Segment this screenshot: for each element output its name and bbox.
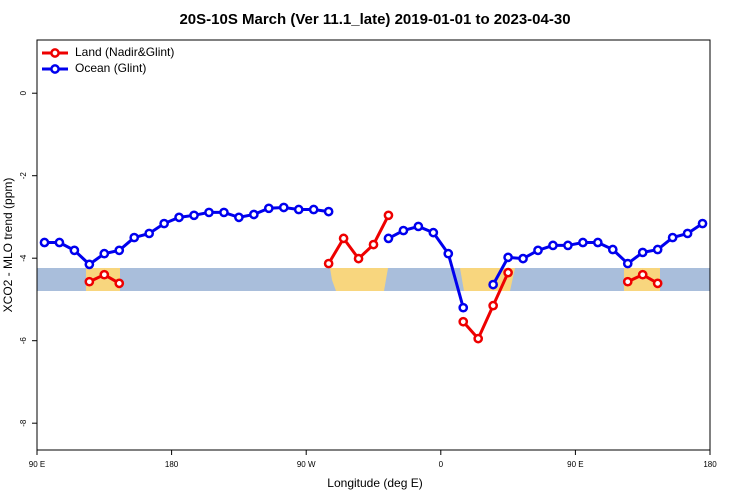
data-point: [54, 237, 65, 248]
data-point: [652, 278, 663, 289]
x-tick-label: 180: [703, 460, 717, 469]
data-point: [652, 244, 663, 255]
legend-label: Ocean (Glint): [75, 61, 146, 75]
legend-marker: [50, 64, 60, 74]
data-point: [129, 232, 140, 243]
data-point: [488, 300, 498, 311]
data-point: [383, 210, 394, 221]
data-point: [443, 248, 454, 259]
x-tick-label: 0: [439, 460, 444, 469]
data-point: [234, 212, 244, 223]
data-point: [622, 276, 633, 287]
x-tick-label: 90 E: [29, 460, 45, 469]
land-patch: [624, 268, 660, 291]
data-point: [114, 245, 125, 256]
data-point: [667, 232, 678, 243]
data-point: [533, 245, 543, 256]
data-point: [338, 233, 349, 244]
data-point: [637, 247, 648, 258]
background-map: [37, 268, 710, 291]
data-point: [353, 253, 364, 264]
data-point: [697, 218, 708, 229]
data-point: [548, 240, 558, 251]
y-tick-label: -6: [19, 337, 28, 345]
x-axis-label: Longitude (deg E): [327, 476, 422, 490]
data-point: [323, 206, 334, 217]
y-axis-label: XCO2 - MLO trend (ppm): [1, 178, 15, 313]
chart-title: 20S-10S March (Ver 11.1_late) 2019-01-01…: [179, 11, 570, 28]
data-point: [383, 233, 394, 244]
x-tick-label: 90 W: [297, 460, 316, 469]
data-point: [503, 267, 513, 278]
data-point: [592, 237, 603, 248]
data-point: [159, 218, 169, 229]
data-point: [458, 302, 469, 313]
data-point: [413, 221, 424, 232]
legend-label: Land (Nadir&Glint): [75, 45, 174, 59]
data-point: [682, 228, 693, 239]
data-point: [578, 237, 588, 248]
y-tick-label: -2: [19, 172, 28, 180]
data-point: [249, 209, 259, 220]
data-point: [69, 245, 80, 256]
data-point: [637, 269, 648, 280]
land-patch: [86, 268, 120, 291]
data-point: [84, 276, 95, 287]
data-point: [398, 225, 409, 236]
data-point: [622, 258, 633, 269]
x-tick-label: 180: [165, 460, 179, 469]
series-line: [44, 205, 704, 309]
y-tick-label: -8: [19, 419, 28, 427]
data-point: [428, 227, 439, 238]
data-point: [263, 203, 274, 214]
data-point: [323, 258, 334, 269]
data-point: [204, 207, 214, 218]
data-point: [39, 237, 50, 248]
data-point: [488, 279, 498, 290]
y-tick-label: 0: [19, 90, 28, 95]
data-point: [84, 259, 95, 270]
data-point: [518, 253, 528, 264]
data-point: [189, 210, 199, 221]
data-point: [99, 248, 110, 259]
data-point: [607, 244, 618, 255]
data-point: [144, 228, 155, 239]
legend-marker: [50, 48, 60, 58]
y-tick-label: -4: [19, 254, 28, 262]
data-point: [563, 240, 573, 251]
data-point: [293, 204, 304, 215]
data-point: [114, 278, 125, 289]
data-point: [278, 202, 289, 213]
data-point: [368, 239, 379, 250]
data-point: [174, 212, 184, 223]
data-point: [503, 252, 513, 263]
land-patch: [330, 268, 388, 291]
data-point: [308, 204, 319, 215]
data-point: [458, 316, 469, 327]
data-point: [473, 333, 484, 344]
data-point: [99, 269, 110, 280]
x-tick-label: 90 E: [567, 460, 583, 469]
plot-frame: [36, 39, 711, 451]
data-point: [219, 207, 229, 218]
